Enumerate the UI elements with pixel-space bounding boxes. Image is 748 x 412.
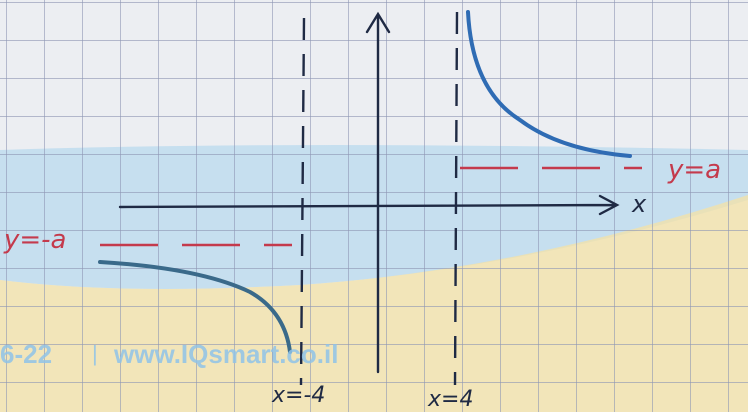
watermark-site: www.IQsmart.co.il [113,339,338,369]
asymptote-label: x=4 [427,387,473,412]
watermark-code: 6-22 [0,339,52,369]
sketch: x y=a y=-a x=-4 x=4 6-22 | www.IQsmart.c… [0,0,748,412]
x-axis-label: x [631,190,647,218]
asymptote-label: x=-4 [271,383,325,408]
asymptote-label: y=-a [3,225,67,255]
watermark-separator: | [92,341,98,366]
asymptote-label: y=a [667,155,721,185]
